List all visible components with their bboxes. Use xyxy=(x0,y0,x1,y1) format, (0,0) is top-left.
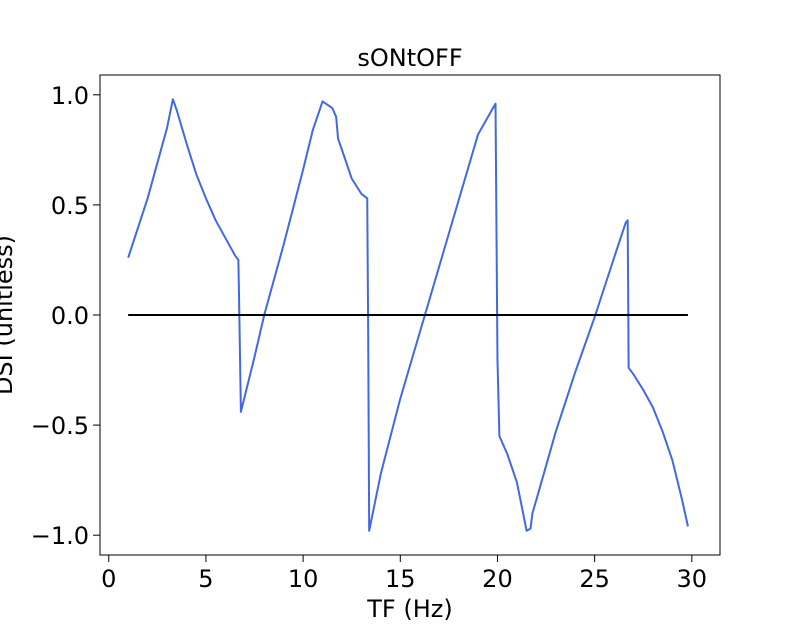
x-tick-label: 15 xyxy=(385,565,416,593)
x-tick-label: 20 xyxy=(482,565,513,593)
x-tick-label: 0 xyxy=(101,565,116,593)
plot-area xyxy=(127,98,689,532)
x-axis-title: TF (Hz) xyxy=(366,595,452,623)
y-axis-title: DSI (unitless) xyxy=(0,235,18,395)
y-tick-label: −0.5 xyxy=(31,412,89,440)
chart-title: sONtOFF xyxy=(357,44,462,72)
x-tick-label: 10 xyxy=(288,565,319,593)
x-tick-label: 5 xyxy=(198,565,213,593)
x-tick-label: 25 xyxy=(579,565,610,593)
y-tick-label: 0.0 xyxy=(51,302,89,330)
y-tick-label: −1.0 xyxy=(31,522,89,550)
y-tick-label: 1.0 xyxy=(51,82,89,110)
x-axis: 0 5 10 15 20 25 30 xyxy=(101,555,707,593)
dsi-series-line xyxy=(127,98,689,532)
y-axis: 1.0 0.5 0.0 −0.5 −1.0 xyxy=(31,82,100,550)
y-tick-label: 0.5 xyxy=(51,192,89,220)
x-tick-label: 30 xyxy=(677,565,708,593)
